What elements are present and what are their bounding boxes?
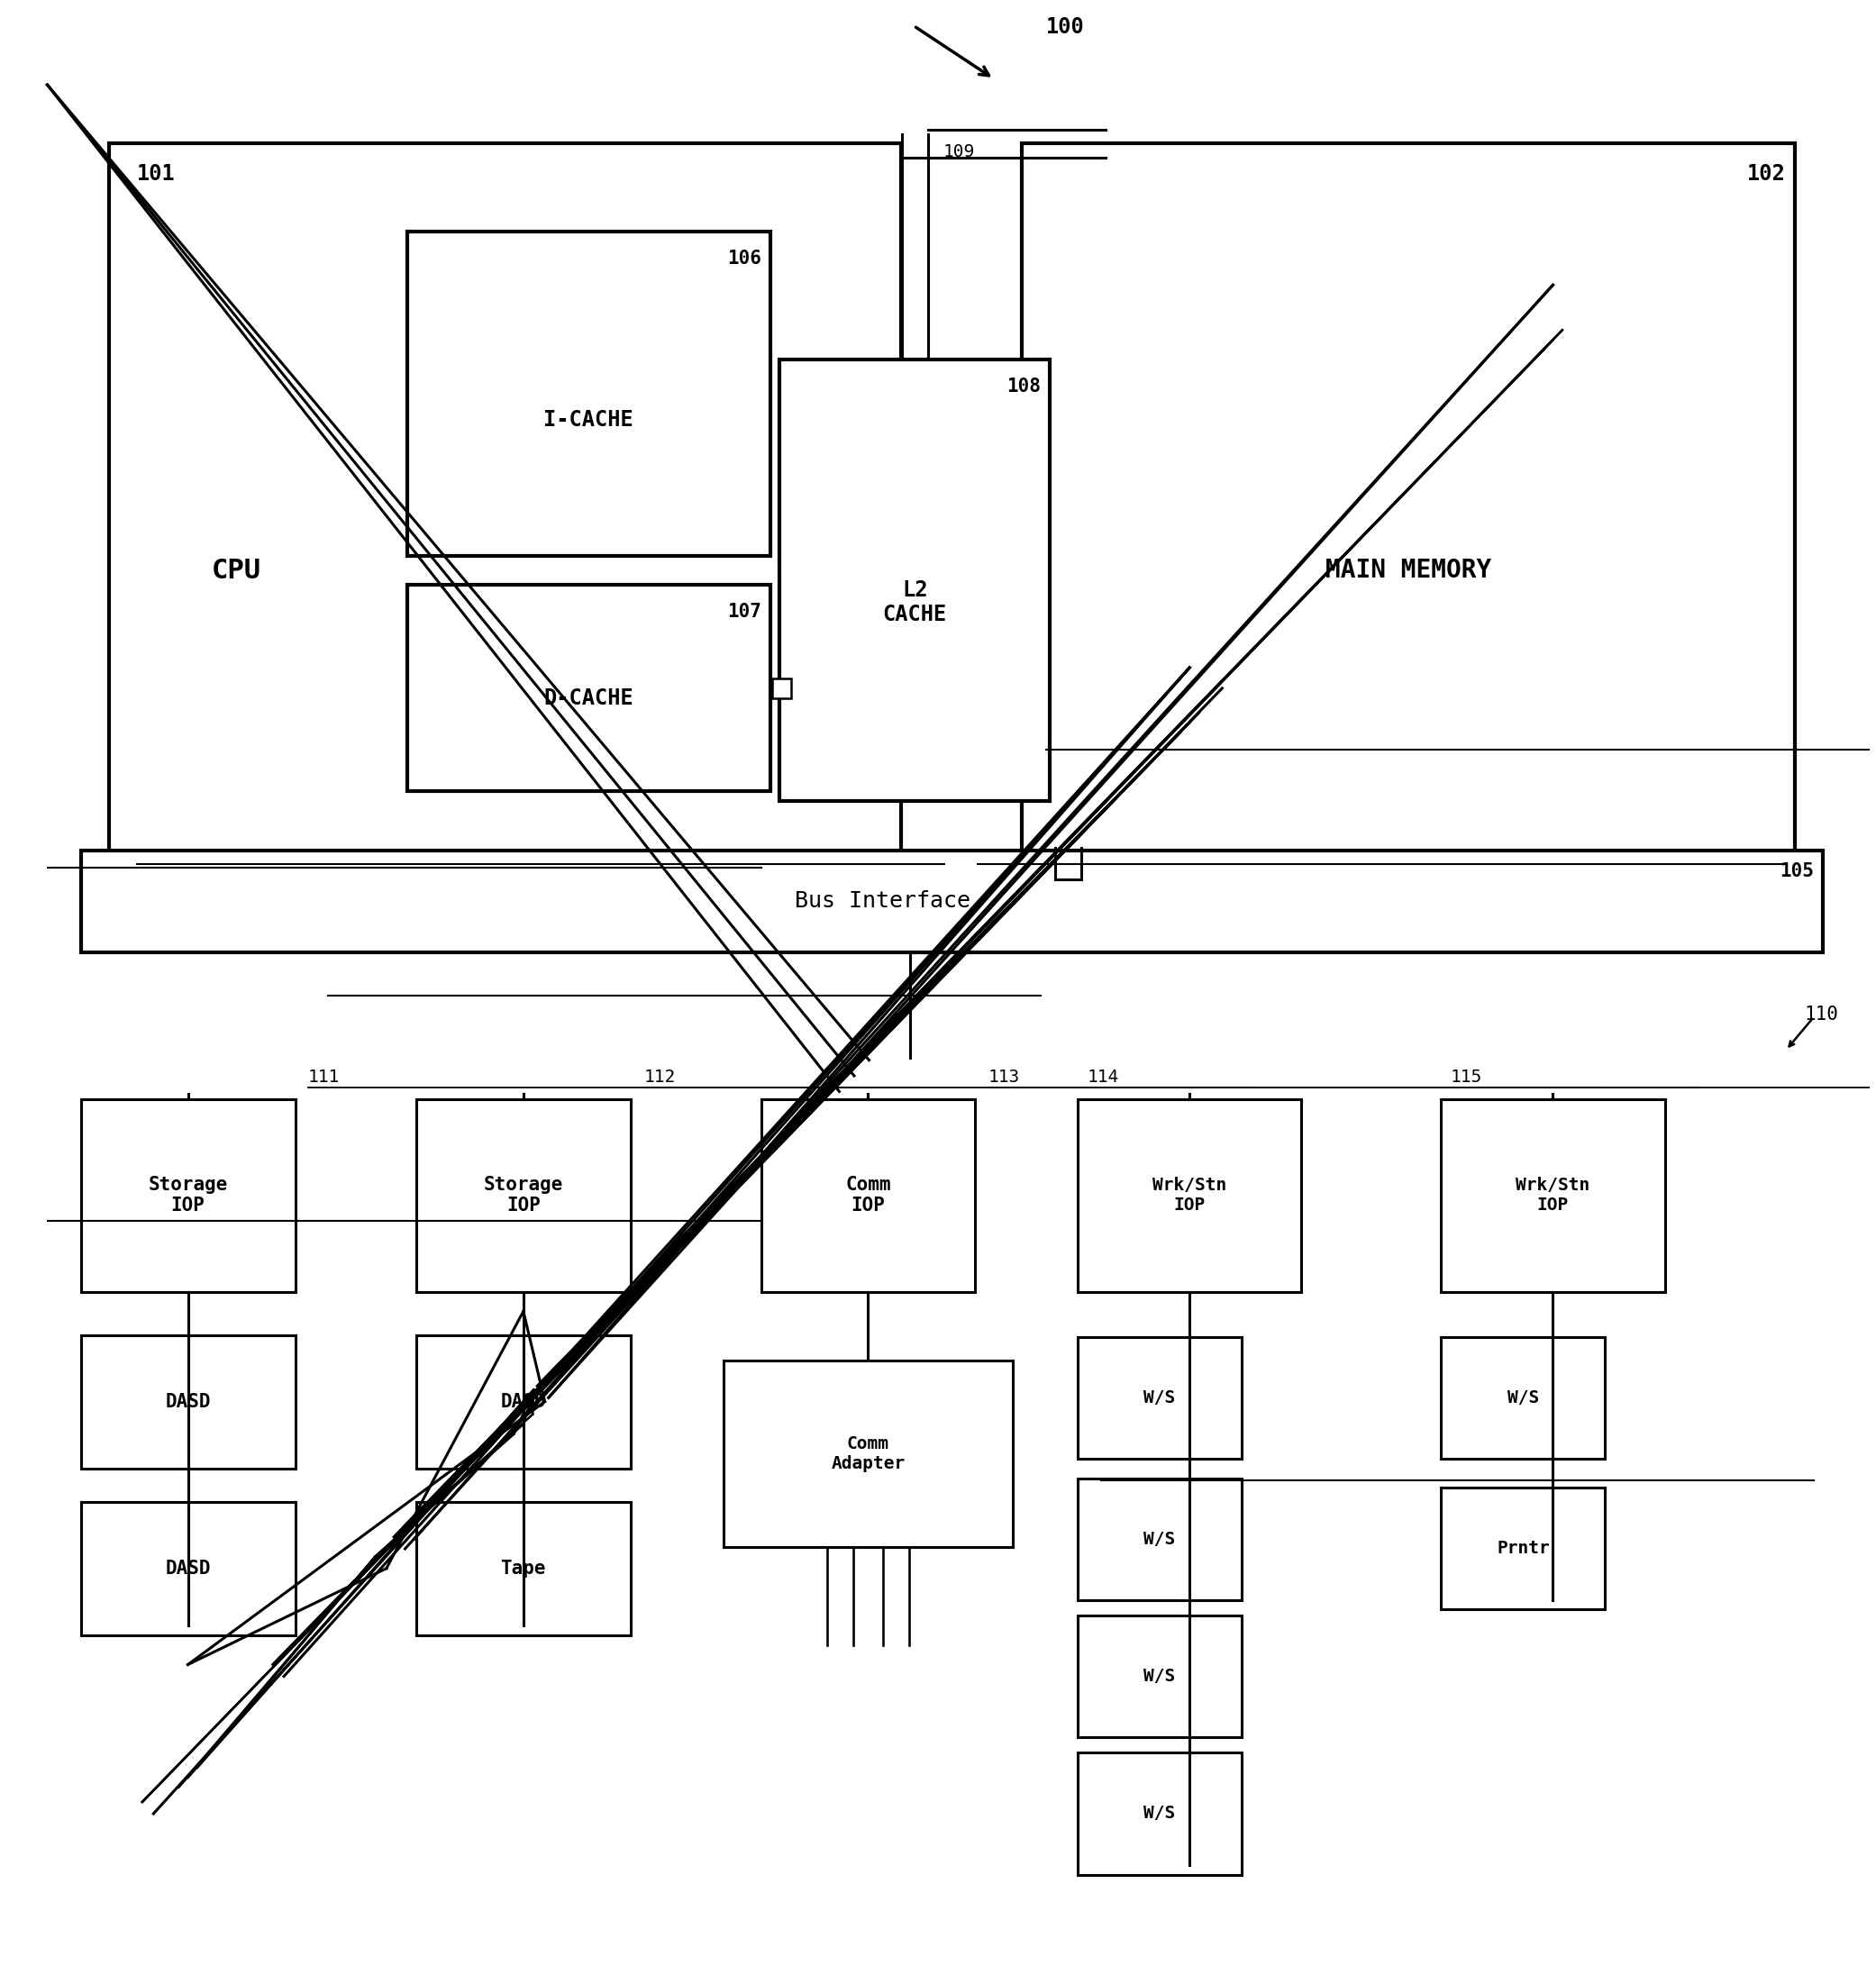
Text: DASD: DASD: [501, 1392, 546, 1410]
Bar: [81, 1501, 295, 1635]
Bar: [1077, 1477, 1242, 1600]
Bar: [1077, 1337, 1242, 1458]
Text: W/S: W/S: [1144, 1667, 1176, 1685]
Bar: [1441, 1487, 1606, 1610]
Text: Storage
IOP: Storage IOP: [148, 1175, 227, 1215]
Text: Wrk/Stn
IOP: Wrk/Stn IOP: [1516, 1177, 1591, 1215]
Text: W/S: W/S: [1144, 1531, 1176, 1548]
Text: W/S: W/S: [1144, 1388, 1176, 1406]
Text: L2
CACHE: L2 CACHE: [882, 579, 947, 626]
Text: 109: 109: [942, 144, 974, 160]
Text: 101: 101: [137, 164, 174, 186]
Text: 111: 111: [308, 1068, 340, 1086]
Text: 107: 107: [726, 602, 762, 620]
Text: Comm
IOP: Comm IOP: [846, 1175, 891, 1215]
Bar: [81, 849, 1823, 952]
Text: DASD: DASD: [165, 1392, 210, 1410]
Bar: [1077, 1616, 1242, 1738]
Bar: [1441, 1337, 1606, 1458]
Text: DASD: DASD: [165, 1560, 210, 1578]
Text: 112: 112: [643, 1068, 675, 1086]
Text: Storage
IOP: Storage IOP: [484, 1175, 563, 1215]
Bar: [407, 231, 771, 555]
Text: CPU: CPU: [212, 557, 261, 583]
Text: 102: 102: [1747, 164, 1786, 186]
Bar: [1077, 1100, 1302, 1292]
Bar: [416, 1501, 630, 1635]
Bar: [724, 1361, 1013, 1546]
Bar: [81, 1335, 295, 1467]
Text: 113: 113: [989, 1068, 1021, 1086]
Text: 115: 115: [1450, 1068, 1482, 1086]
Bar: [81, 1100, 295, 1292]
Text: MAIN MEMORY: MAIN MEMORY: [1326, 557, 1491, 583]
Text: 105: 105: [1780, 861, 1814, 881]
Text: D-CACHE: D-CACHE: [544, 687, 634, 709]
Text: W/S: W/S: [1144, 1805, 1176, 1823]
Bar: [416, 1335, 630, 1467]
Bar: [407, 585, 771, 792]
Bar: [1022, 144, 1795, 879]
Text: W/S: W/S: [1506, 1388, 1538, 1406]
Bar: [416, 1100, 630, 1292]
Text: Tape: Tape: [501, 1560, 546, 1578]
Text: I-CACHE: I-CACHE: [544, 409, 634, 431]
Bar: [109, 144, 900, 879]
Bar: [1441, 1100, 1664, 1292]
Bar: [1077, 1754, 1242, 1874]
Text: 100: 100: [1047, 16, 1084, 38]
Text: 108: 108: [1006, 377, 1041, 395]
Bar: [780, 359, 1051, 802]
Bar: [762, 1100, 976, 1292]
Text: 106: 106: [726, 249, 762, 269]
Text: Prntr: Prntr: [1497, 1540, 1550, 1558]
Text: Wrk/Stn
IOP: Wrk/Stn IOP: [1152, 1177, 1227, 1215]
Text: 110: 110: [1805, 1005, 1838, 1023]
Bar: [773, 677, 792, 697]
Text: Bus Interface: Bus Interface: [794, 891, 970, 912]
Text: Comm
Adapter: Comm Adapter: [831, 1436, 906, 1471]
Text: 114: 114: [1086, 1068, 1118, 1086]
